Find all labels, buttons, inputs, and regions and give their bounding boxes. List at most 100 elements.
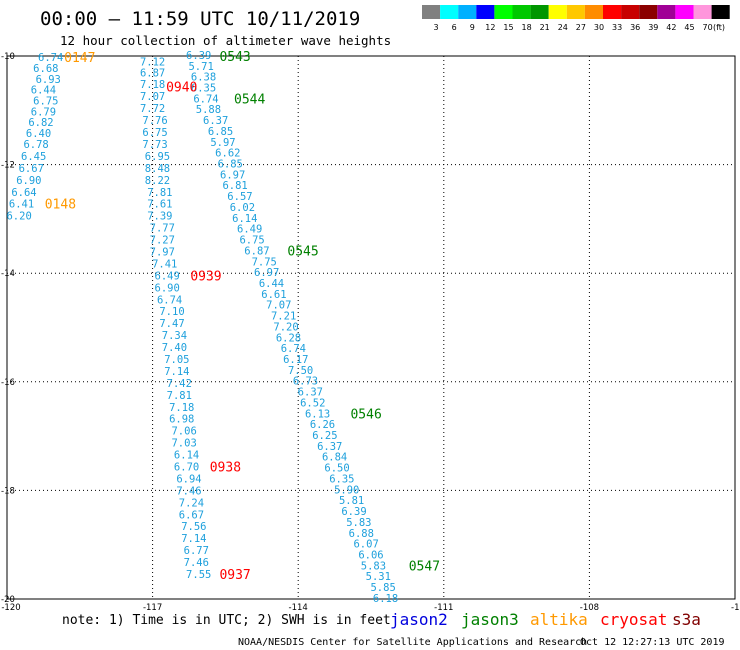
x-tick-label: -105 (731, 603, 740, 613)
wave-height-value: 5.85 (370, 582, 395, 594)
wave-height-value: 6.67 (19, 163, 44, 175)
wave-height-value: 7.14 (181, 533, 206, 545)
wave-height-value: 7.47 (159, 318, 184, 330)
satellite-legend: jason2 jason3 altika cryosat s3a (390, 610, 701, 629)
pass-time-label: 0939 (190, 269, 221, 284)
wave-height-value: 7.55 (186, 569, 211, 581)
legend-label: 27 (576, 23, 586, 32)
pass-time-label: 0543 (219, 50, 250, 65)
wave-height-value: 7.07 (140, 91, 165, 103)
wave-height-value: 6.37 (203, 115, 228, 127)
pass-time-label: 0147 (64, 51, 95, 66)
pass-time-label: 0938 (210, 461, 241, 476)
wave-height-value: 6.77 (184, 545, 209, 557)
legend-label: 33 (612, 23, 622, 32)
wave-height-value: 5.97 (210, 137, 235, 149)
wave-height-value: 6.25 (312, 430, 337, 442)
satellite-name: cryosat (600, 610, 667, 629)
x-tick-label: -111 (434, 603, 453, 613)
footer-credit: NOAA/NESDIS Center for Satellite Applica… (238, 637, 587, 648)
footer-note: note: 1) Time is in UTC; 2) SWH is in fe… (62, 613, 391, 628)
page-title: 00:00 – 11:59 UTC 10/11/2019 (40, 8, 360, 30)
wave-height-value: 6.02 (230, 202, 255, 214)
wave-height-value: 7.56 (181, 521, 206, 533)
wave-height-value: 6.87 (244, 245, 269, 257)
wave-height-value: 7.14 (164, 366, 189, 378)
y-tick-label: -12 (1, 161, 15, 171)
pass-time-label: 0546 (350, 407, 381, 422)
legend-swatch (566, 5, 585, 19)
wave-height-value: 7.21 (271, 311, 296, 323)
pass-time-label: 0148 (45, 198, 76, 213)
wave-height-value: 6.84 (322, 452, 347, 464)
wave-height-value: 6.98 (169, 414, 194, 426)
satellite-name: s3a (672, 610, 701, 629)
wave-height-value: 6.81 (222, 180, 247, 192)
wave-height-value: 6.73 (293, 376, 318, 388)
legend-swatch (603, 5, 622, 19)
legend-swatch (458, 5, 477, 19)
legend-swatch (693, 5, 712, 19)
wave-height-value: 6.37 (317, 441, 342, 453)
wave-height-value: 7.76 (142, 115, 167, 127)
wave-height-value: 6.38 (191, 72, 216, 84)
wave-height-value: 6.35 (329, 473, 354, 485)
legend-label: 21 (540, 23, 550, 32)
wave-height-value: 7.10 (159, 306, 184, 318)
wave-height-value: 7.07 (266, 300, 291, 312)
wave-height-value: 6.49 (237, 224, 262, 236)
wave-height-value: 6.39 (341, 506, 366, 518)
wave-height-value: 6.44 (259, 278, 284, 290)
wave-height-value: 7.05 (164, 354, 189, 366)
legend-label: 18 (522, 23, 532, 32)
wave-height-value: 7.61 (147, 199, 172, 211)
wave-height-value: 6.35 (191, 82, 216, 94)
legend-label: 70 (703, 23, 713, 32)
wave-height-value: 6.90 (16, 175, 41, 187)
wave-height-value: 6.57 (227, 191, 252, 203)
wave-height-value: 5.90 (334, 484, 359, 496)
wave-height-value: 6.85 (218, 159, 243, 171)
legend-swatch (675, 5, 694, 19)
wave-height-value: 6.93 (36, 74, 61, 86)
y-tick-label: -20 (1, 595, 15, 605)
wave-height-value: 6.97 (220, 169, 245, 181)
wave-height-value: 6.49 (155, 270, 180, 282)
legend-swatch (657, 5, 676, 19)
wave-height-value: 7.81 (147, 187, 172, 199)
wave-height-value: 6.39 (186, 50, 211, 62)
legend-unit: (ft) (713, 23, 725, 32)
wave-height-value: 6.07 (353, 539, 378, 551)
wave-height-value: 7.72 (140, 103, 165, 115)
wave-height-value: 6.82 (28, 117, 53, 129)
wave-height-value: 5.83 (361, 560, 386, 572)
legend-label: 15 (503, 23, 513, 32)
wave-height-value: 6.14 (174, 450, 199, 462)
wave-height-value: 6.74 (157, 294, 182, 306)
legend-label: 39 (648, 23, 658, 32)
wave-height-value: 7.42 (167, 378, 192, 390)
wave-height-value: 7.34 (162, 330, 187, 342)
wave-height-value: 6.41 (9, 199, 34, 211)
axis-ticks: -120 -117 -114 -111 -108 -105 -10 -12 -14 -16 -18 -… (1, 52, 740, 613)
y-tick-label: -14 (1, 269, 15, 279)
pass-time-label: 0547 (409, 559, 440, 574)
legend-label: 45 (684, 23, 694, 32)
wave-height-value: 7.18 (169, 402, 194, 414)
wave-height-value: 6.85 (208, 126, 233, 138)
pass-time-label: 0545 (287, 244, 318, 259)
wave-height-value: 7.20 (273, 321, 298, 333)
legend-label: 42 (666, 23, 676, 32)
wave-height-value: 7.40 (162, 342, 187, 354)
wave-height-value: 6.75 (142, 127, 167, 139)
pass-time-label: 0940 (166, 80, 197, 95)
wave-height-value: 7.81 (167, 390, 192, 402)
satellite-name: jason2 (390, 610, 448, 629)
wave-height-value: 6.37 (298, 387, 323, 399)
wave-height-value: 5.71 (188, 61, 213, 73)
wave-height-value: 6.64 (11, 187, 36, 199)
wave-height-value: 8.48 (145, 163, 170, 175)
wave-height-value: 7.39 (147, 211, 172, 223)
wave-height-value: 6.44 (31, 85, 56, 97)
